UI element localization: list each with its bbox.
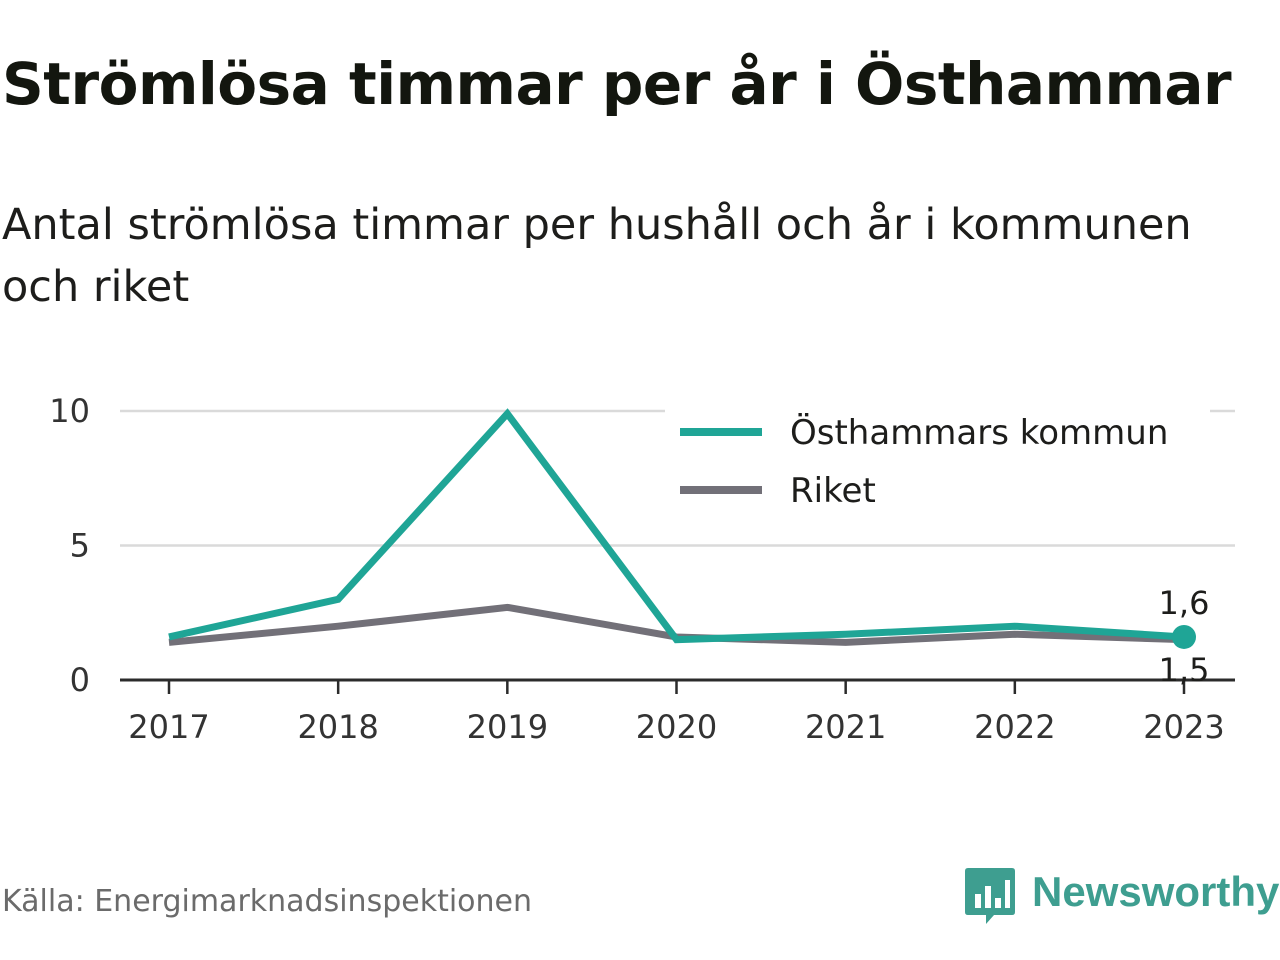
end-point-marker (1172, 624, 1196, 649)
y-tick-label: 0 (70, 661, 90, 699)
brand-logo: Newsworthy (964, 864, 1280, 928)
x-tick-label: 2020 (636, 708, 717, 746)
series-lines (168, 408, 1196, 649)
chart-title: Strömlösa timmar per år i Östhammar (2, 50, 1232, 118)
legend-label: Östhammars kommun (790, 412, 1168, 453)
x-tick-label: 2019 (467, 708, 548, 746)
line-chart: 0 5 10 2017 2018 2019 2020 2021 2022 2023 Östham… (49, 392, 1235, 746)
end-label: 1,6 (1159, 584, 1210, 622)
y-axis-labels: 0 5 10 (49, 392, 90, 699)
end-label: 1,5 (1159, 651, 1210, 689)
series-line (168, 408, 1185, 644)
x-tick-label: 2017 (128, 708, 209, 746)
end-labels: 1,6 1,5 (1159, 584, 1210, 689)
y-tick-label: 10 (49, 392, 90, 430)
legend-background (665, 405, 1210, 523)
x-tick-label: 2022 (974, 708, 1055, 746)
legend: Östhammars kommun Riket (665, 405, 1210, 523)
x-axis-labels: 2017 2018 2019 2020 2021 2022 2023 (128, 680, 1225, 746)
brand-name: Newsworthy (1032, 868, 1280, 915)
x-tick-label: 2018 (297, 708, 378, 746)
source-note: Källa: Energimarknadsinspektionen (2, 884, 533, 919)
legend-label: Riket (790, 471, 876, 511)
x-tick-label: 2021 (805, 708, 886, 746)
chart-subtitle: Antal strömlösa timmar per hushåll och å… (2, 200, 1192, 312)
x-tick-label: 2023 (1143, 708, 1224, 746)
bar-chart-speech-bubble-icon (965, 868, 1015, 924)
y-tick-label: 5 (70, 527, 90, 565)
